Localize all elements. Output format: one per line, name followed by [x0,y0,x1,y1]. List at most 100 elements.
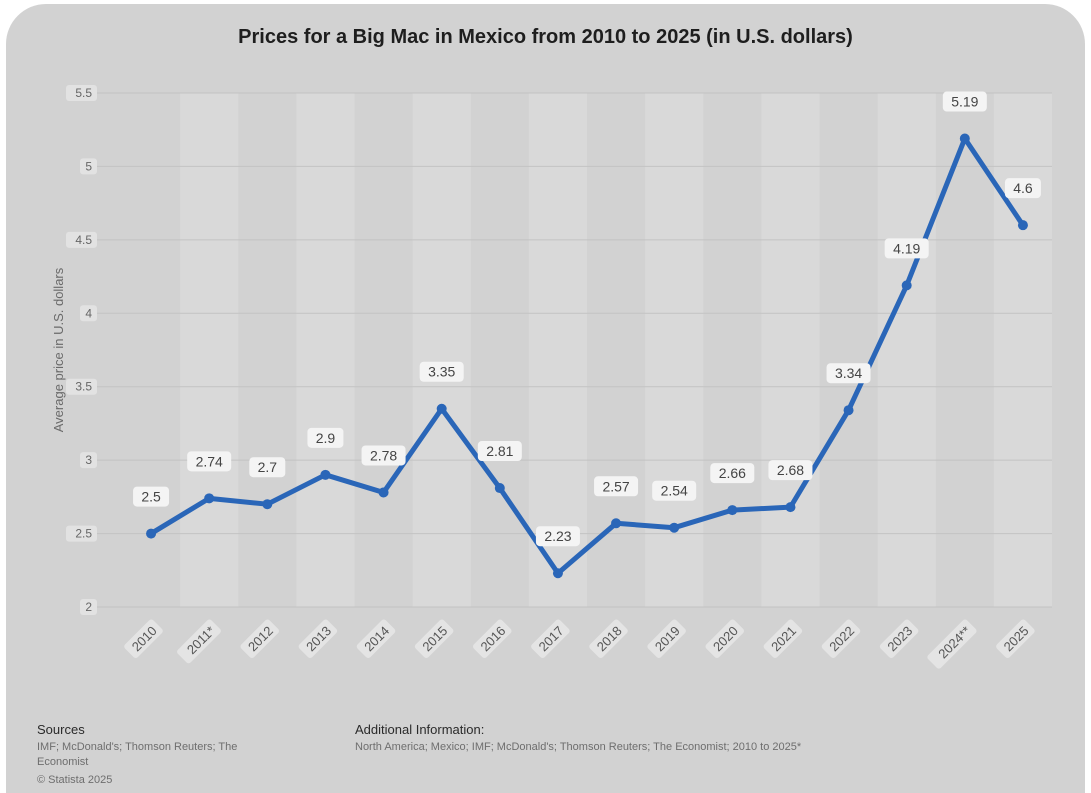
data-point [552,568,563,579]
data-point [959,133,970,144]
x-tick-label-group: 2016 [472,619,512,658]
data-point [146,528,157,539]
data-label: 2.9 [316,430,336,446]
x-tick-label-bg [589,619,628,658]
chart-title: Prices for a Big Mac in Mexico from 2010… [238,26,853,48]
column-band [528,93,587,607]
data-point [1017,220,1028,231]
data-point [727,505,738,516]
data-label: 2.81 [486,443,513,459]
x-tick-label-group: 2021 [763,619,803,658]
data-point [901,280,912,291]
data-point [494,483,505,494]
y-tick-label: 2.5 [75,527,92,541]
data-label-bg [535,526,580,547]
x-tick-label-group: 2012 [240,619,280,658]
x-tick-label-group: 2023 [879,619,919,658]
data-label-bg [826,363,871,384]
data-label-bg [187,451,232,472]
y-tick-label-bg [66,525,97,542]
x-tick-label-bg [763,619,803,658]
additional-info-text: North America; Mexico; IMF; McDonald's; … [355,741,802,753]
x-tick-label-bg [356,619,396,658]
data-point [378,487,389,498]
y-tick-label: 4.5 [75,233,92,247]
y-tick-label: 2 [85,600,92,614]
data-label-bg [594,476,639,497]
column-band [877,93,936,607]
x-tick-label-group: 2014 [356,619,396,658]
data-label: 4.19 [893,240,920,256]
series-line [148,136,1026,576]
data-point [611,518,622,529]
column-band [761,93,820,607]
x-tick-label-bg [647,619,686,658]
x-tick-label-group: 2010 [124,619,163,658]
x-tick-label-bg [821,619,861,658]
data-point [843,405,854,416]
data-point [262,499,273,510]
data-label-bg [419,361,464,382]
x-tick-label-group: 2013 [298,619,338,658]
x-tick-label-group: 2025 [996,619,1035,658]
x-tick-label-group: 2020 [705,619,745,658]
sources-text-line-1: IMF; McDonald's; Thomson Reuters; The [37,741,238,753]
data-label: 2.7 [258,459,278,475]
column-band [180,93,239,607]
data-point [785,502,796,513]
additional-info-heading: Additional Information: [355,722,485,737]
x-tick-label-group: 2022 [821,619,861,658]
x-tick-label-group: 2015 [414,619,454,658]
data-label: 2.57 [602,478,629,494]
x-tick-label-bg [240,619,280,658]
y-tick-label: 3 [85,453,92,467]
data-label: 2.5 [141,489,161,505]
data-label-bg [133,486,170,507]
data-point [436,403,447,414]
data-label-bg [942,91,987,112]
y-tick-label-bg [80,305,97,322]
data-label: 2.66 [719,465,746,481]
x-tick-label-group: 2017 [531,619,570,658]
data-label: 4.6 [1013,180,1033,196]
data-point [669,522,680,533]
data-label: 3.35 [428,364,455,380]
column-band [412,93,471,607]
x-tick-label-bg [124,619,163,658]
x-tick-label-bg [927,619,977,669]
y-tick-label-bg [80,452,97,469]
data-label: 2.68 [777,462,804,478]
data-label-bg [307,427,344,448]
y-tick-label-bg [66,378,97,395]
copyright: © Statista 2025 [37,774,113,786]
x-tick-label-bg [177,619,221,664]
x-tick-label-group: 2018 [589,619,628,658]
data-point [204,493,215,504]
y-tick-label-bg [80,599,97,615]
data-label-bg [652,480,697,501]
x-tick-label-bg [414,619,454,658]
y-axis-label: Average price in U.S. dollars [51,267,66,432]
data-label-bg [361,445,406,466]
data-label: 2.74 [196,453,223,469]
x-tick-label-group: 2019 [647,619,686,658]
y-tick-label: 4 [85,306,92,320]
data-label: 5.19 [951,94,978,110]
data-label: 2.54 [661,483,688,499]
data-label-bg [710,463,755,484]
data-label: 2.23 [544,528,571,544]
data-label-bg [1004,178,1041,199]
data-label-bg [884,238,929,259]
y-tick-label-bg [66,85,97,101]
y-tick-label-bg [66,231,97,248]
y-tick-label-bg [80,158,97,175]
data-label-bg [768,460,813,481]
sources-heading: Sources [37,722,85,737]
x-tick-label-group: 2011* [177,619,221,664]
x-tick-label-bg [298,619,338,658]
data-point [320,469,331,480]
x-tick-label-bg [705,619,745,658]
x-tick-label-bg [879,619,919,658]
x-tick-label-bg [996,619,1035,658]
